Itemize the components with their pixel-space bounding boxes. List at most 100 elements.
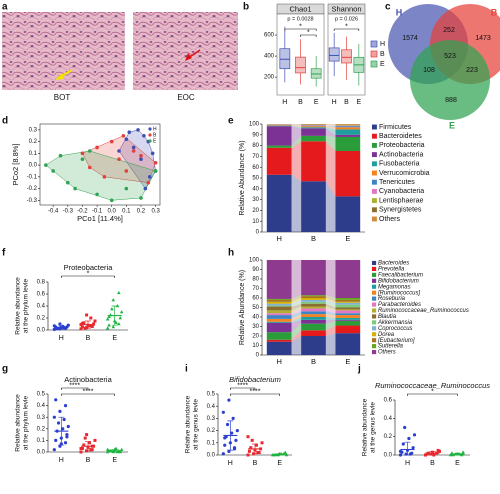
point xyxy=(119,447,124,451)
y-tick-label: 10 xyxy=(252,343,259,349)
legend-swatch xyxy=(370,40,378,48)
y-tick-label: 0.3 xyxy=(207,416,216,422)
bar-segment xyxy=(266,303,292,306)
bar-segment xyxy=(301,295,326,297)
flow-band xyxy=(291,308,302,316)
y-tick-label: 0.2 xyxy=(384,434,393,440)
bar-segment xyxy=(335,304,361,308)
legend-label: Ruminococcaceae_Ruminococcus xyxy=(378,308,469,314)
x-tick-label: -0.3 xyxy=(63,209,74,215)
y-tick-label: 90 xyxy=(252,267,259,273)
y-tick-label: 0.2 xyxy=(207,428,216,434)
point xyxy=(87,165,92,170)
point xyxy=(102,175,107,179)
plot-frame xyxy=(39,123,161,206)
y-tick-label: 0.1 xyxy=(207,440,216,446)
point xyxy=(114,320,118,325)
box xyxy=(310,68,322,79)
legend-swatch xyxy=(372,290,377,295)
bar-segment xyxy=(335,320,361,326)
bar-segment xyxy=(301,299,326,302)
flow-band xyxy=(291,317,302,323)
point xyxy=(227,398,231,402)
point xyxy=(223,436,227,440)
point xyxy=(65,435,69,439)
legend-swatch xyxy=(372,216,377,222)
point xyxy=(121,133,126,138)
point xyxy=(246,453,250,457)
bar-segment xyxy=(301,141,326,182)
point xyxy=(223,443,227,447)
bar-segment xyxy=(266,341,292,355)
point xyxy=(80,157,85,162)
point xyxy=(131,145,136,150)
bar-segment xyxy=(301,301,326,304)
flow-band xyxy=(325,125,336,128)
legend-label: Roseburia xyxy=(378,296,406,302)
y-tick-label: -0.3 xyxy=(27,198,38,204)
flow-band xyxy=(291,124,302,126)
bar-segment xyxy=(335,301,361,303)
flow-band xyxy=(325,314,336,318)
point xyxy=(63,404,68,408)
panel-label: b xyxy=(243,2,249,13)
point xyxy=(401,442,405,446)
point xyxy=(153,169,158,173)
bar-segment xyxy=(335,298,361,300)
bar-segment xyxy=(266,306,292,311)
y-tick-label: 80 xyxy=(252,143,259,149)
bar-segment xyxy=(266,321,292,323)
legend-swatch xyxy=(370,60,378,68)
chart-title: Actinobacteria xyxy=(64,375,112,384)
point xyxy=(139,153,143,158)
point xyxy=(109,139,114,144)
point xyxy=(66,180,70,185)
legend-label: Blautia xyxy=(378,314,397,320)
y-tick-label: 0.3 xyxy=(29,127,38,133)
x-tick-label: -0.2 xyxy=(77,209,88,215)
bar-segment xyxy=(335,315,361,318)
flow-band xyxy=(291,124,302,125)
y-axis-label: Relative abundance xyxy=(362,398,369,456)
bar-segment xyxy=(335,307,361,310)
panel-label: c xyxy=(385,2,391,13)
legend-label: B xyxy=(153,132,157,138)
significance-bracket xyxy=(230,387,256,390)
bar-segment xyxy=(335,317,361,320)
point xyxy=(124,169,129,173)
legend-label: Cyanobacteria xyxy=(379,188,424,195)
y-tick-label: 20 xyxy=(252,208,259,214)
flow-band xyxy=(325,181,336,232)
bar-segment xyxy=(301,306,326,309)
legend-swatch xyxy=(372,314,377,319)
flow-band xyxy=(325,317,336,320)
venn-set-label: E xyxy=(449,120,455,130)
point xyxy=(105,447,110,451)
legend-label: Sutterella xyxy=(378,344,404,350)
point xyxy=(85,433,89,437)
legend-label: Firmicutes xyxy=(379,124,412,131)
bar-segment xyxy=(335,136,361,151)
significance-label: * xyxy=(299,23,302,30)
y-tick-label: 0.6 xyxy=(384,398,393,404)
x-tick-label: E xyxy=(345,357,350,366)
significance-label: **** xyxy=(83,388,94,395)
point xyxy=(127,130,132,135)
y-tick-label: 100 xyxy=(249,258,260,264)
facet-title: Shannon xyxy=(331,4,361,13)
bar-segment xyxy=(301,311,326,315)
legend-marker xyxy=(148,127,152,131)
bar-segment xyxy=(301,314,326,317)
bar-segment xyxy=(266,339,292,342)
bar-segment xyxy=(266,332,292,340)
y-tick-label: 600 xyxy=(264,33,275,39)
legend-label: Megamonas xyxy=(378,284,411,290)
flow-band xyxy=(291,323,302,340)
legend-swatch xyxy=(372,170,377,176)
significance-bracket xyxy=(333,28,360,31)
bar-segment xyxy=(335,319,361,321)
legend-label: [Ruminococcus] xyxy=(377,290,420,296)
x-tick-label: H xyxy=(276,234,281,243)
x-tick-label: H xyxy=(228,460,233,467)
legend-swatch xyxy=(372,266,377,272)
